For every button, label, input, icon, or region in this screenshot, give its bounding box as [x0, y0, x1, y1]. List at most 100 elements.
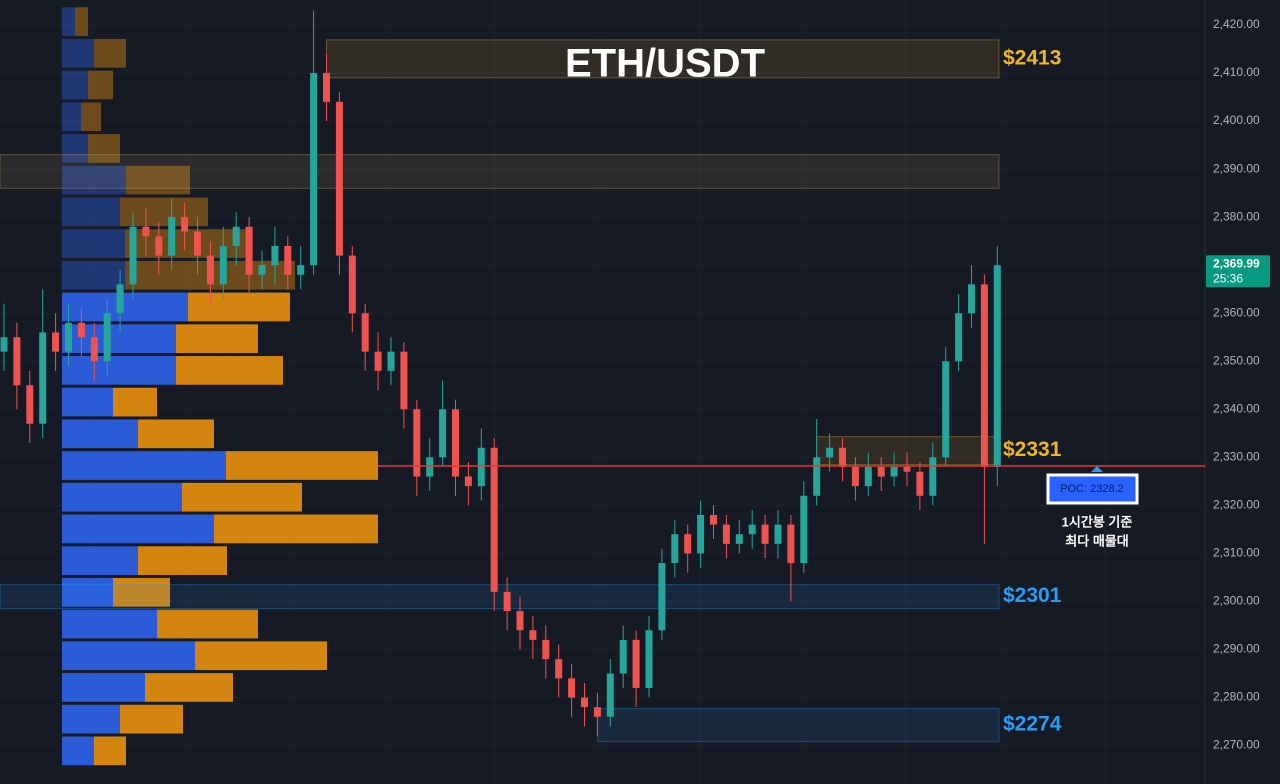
- candle-body: [619, 639, 627, 674]
- candle-body: [335, 101, 343, 256]
- profile-buy-bar: [62, 165, 126, 195]
- candle-body: [374, 351, 382, 371]
- candle-body: [877, 466, 885, 477]
- profile-sell-bar: [188, 292, 290, 322]
- candle-body: [710, 514, 717, 525]
- candle-body: [219, 245, 227, 285]
- profile-sell-bar: [88, 70, 113, 100]
- candle-body: [271, 245, 279, 266]
- profile-sell-bar: [81, 102, 101, 132]
- candle-body: [851, 466, 859, 487]
- candle-body: [65, 322, 72, 352]
- profile-sell-bar: [182, 482, 302, 512]
- profile-buy-bar: [62, 673, 145, 702]
- profile-buy-bar: [62, 451, 226, 480]
- candle-body: [568, 678, 576, 698]
- profile-sell-bar: [195, 641, 327, 671]
- candle-body: [903, 466, 911, 472]
- candle-body: [606, 673, 614, 717]
- profile-sell-bar: [138, 419, 214, 449]
- candle-body: [52, 332, 60, 352]
- candle-body: [968, 284, 975, 314]
- candle-body: [826, 447, 834, 458]
- candle-body: [929, 457, 937, 496]
- candle-body: [684, 534, 692, 554]
- y-tick-label: 2,300.00: [1213, 594, 1260, 608]
- profile-sell-bar: [113, 577, 170, 607]
- candle-body: [464, 476, 472, 487]
- zone-label: $2301: [1003, 584, 1062, 607]
- y-tick-label: 2,330.00: [1213, 450, 1260, 464]
- y-tick-label: 2,310.00: [1213, 546, 1260, 560]
- candle-body: [722, 524, 730, 544]
- profile-sell-bar: [157, 609, 258, 639]
- candle-body: [168, 217, 176, 256]
- candle-body: [980, 284, 988, 467]
- candle-body: [439, 409, 447, 458]
- last-price-timer: 25:36: [1213, 271, 1243, 285]
- candle-body: [297, 265, 305, 275]
- candle-body: [787, 524, 795, 564]
- candle-body: [593, 707, 601, 717]
- profile-sell-bar: [75, 7, 88, 36]
- candle-body: [490, 447, 498, 592]
- candle-body: [400, 351, 408, 410]
- candle-body: [529, 630, 537, 640]
- y-tick-label: 2,420.00: [1213, 17, 1260, 31]
- profile-sell-bar: [94, 38, 126, 68]
- profile-buy-bar: [62, 641, 195, 671]
- y-tick-label: 2,340.00: [1213, 401, 1260, 415]
- zone-box: [0, 154, 1000, 189]
- profile-buy-bar: [62, 260, 125, 290]
- candle-body: [77, 322, 85, 338]
- candle-body: [761, 524, 769, 544]
- candle-body: [426, 457, 434, 477]
- candle-body: [581, 697, 588, 708]
- y-tick-label: 2,360.00: [1213, 305, 1260, 319]
- candle-body: [194, 231, 201, 256]
- zone-label: $2331: [1003, 438, 1062, 461]
- zones: $2413 $2331 $2301 $2274: [0, 39, 1062, 743]
- last-price-label: 2,369.99: [1213, 256, 1260, 270]
- candle-body: [748, 524, 756, 535]
- zone-label: $2274: [1003, 713, 1062, 736]
- profile-sell-bar: [226, 451, 378, 480]
- candle-body: [181, 217, 189, 232]
- candle-body: [245, 226, 253, 275]
- candle-body: [632, 639, 640, 688]
- candle-body: [477, 447, 485, 487]
- candle-body: [116, 284, 124, 314]
- candle-body: [310, 73, 318, 266]
- candle-body: [839, 447, 846, 467]
- profile-buy-bar: [62, 102, 81, 132]
- candle-body: [13, 337, 21, 386]
- candle-body: [955, 313, 963, 362]
- profile-sell-bar: [120, 704, 183, 734]
- candle-body: [413, 409, 421, 477]
- candle-body: [452, 409, 459, 477]
- profile-sell-bar: [176, 356, 283, 385]
- y-tick-label: 2,400.00: [1213, 113, 1260, 127]
- candle-body: [864, 466, 872, 487]
- candle-body: [671, 534, 679, 564]
- profile-buy-bar: [62, 482, 182, 512]
- profile-sell-bar: [113, 387, 157, 417]
- candle-body: [26, 385, 34, 424]
- candle-body: [774, 524, 782, 544]
- profile-sell-bar: [126, 165, 190, 195]
- candle-body: [323, 73, 330, 102]
- chart-title: ETH/USDT: [565, 42, 765, 86]
- candle-body: [697, 514, 705, 554]
- profile-buy-bar: [62, 609, 157, 639]
- last-price-tag: [1206, 255, 1270, 288]
- candle-body: [516, 611, 524, 631]
- poc-pointer: [1091, 465, 1103, 472]
- candle-body: [206, 255, 214, 285]
- candle-body: [555, 659, 563, 679]
- candle-body: [0, 337, 8, 352]
- candle-body: [284, 245, 292, 275]
- candle-body: [942, 361, 950, 458]
- candle-body: [503, 591, 511, 612]
- candle-body: [542, 639, 550, 660]
